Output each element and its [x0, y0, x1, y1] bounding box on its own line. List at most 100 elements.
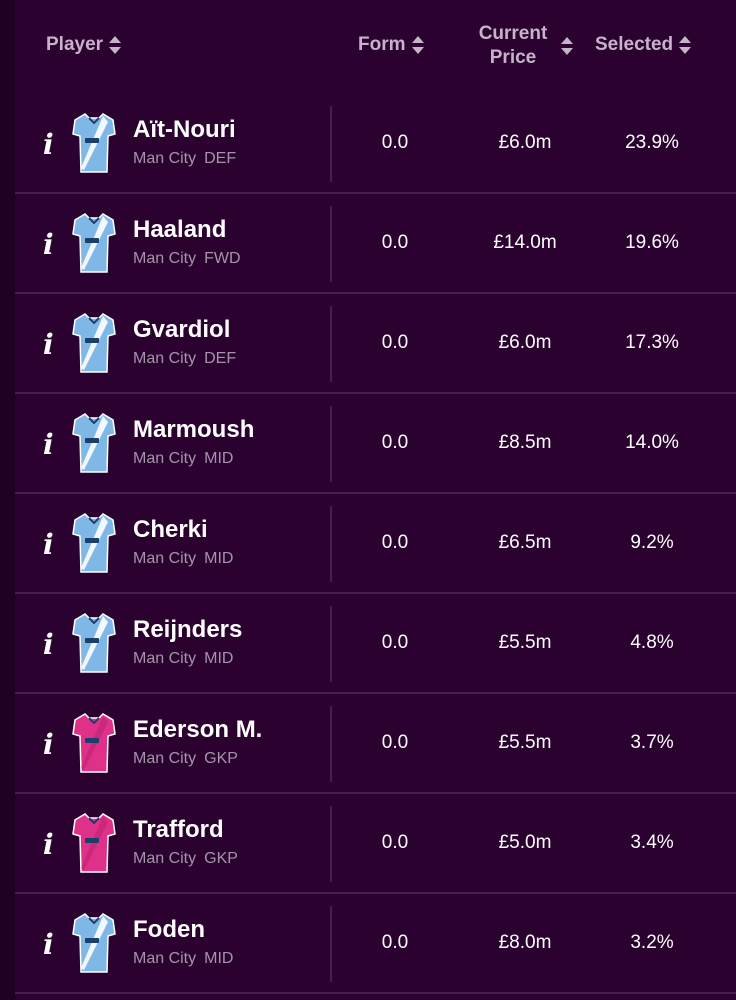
player-name[interactable]: Ederson M.: [133, 716, 263, 743]
player-list: i Aït-Nouri Man City DEF 0.0 £6.0m 23.9% …: [15, 94, 736, 994]
player-price: £5.0m: [498, 832, 552, 853]
player-form: 0.0: [381, 332, 409, 353]
sort-icon: [411, 35, 424, 55]
player-team: Man City: [133, 950, 197, 967]
table-row[interactable]: i Trafford Man City GKP 0.0 £5.0m 3.4%: [15, 794, 736, 894]
player-selected: 3.2%: [630, 932, 674, 953]
goalkeeper-shirt-icon: [72, 713, 116, 773]
shirt-icon: [72, 413, 116, 473]
player-team: Man City: [133, 250, 197, 267]
player-price: £5.5m: [498, 732, 552, 753]
shirt-icon: [72, 913, 116, 973]
column-divider: [330, 206, 332, 282]
player-selected: 19.6%: [625, 232, 679, 253]
player-team: Man City: [133, 850, 197, 867]
shirt-icon: [72, 213, 116, 273]
table-row[interactable]: i Marmoush Man City MID 0.0 £8.5m 14.0%: [15, 394, 736, 494]
table-row[interactable]: i Foden Man City MID 0.0 £8.0m 3.2%: [15, 894, 736, 994]
player-info-icon[interactable]: i: [43, 928, 54, 961]
player-name[interactable]: Foden: [133, 916, 205, 943]
sort-by-form-header[interactable]: Form: [358, 34, 424, 56]
form-header-label: Form: [358, 34, 406, 55]
player-team: Man City: [133, 750, 197, 767]
sort-icon: [109, 35, 122, 55]
player-selected: 17.3%: [625, 332, 679, 353]
table-row[interactable]: i Ederson M. Man City GKP 0.0 £5.5m 3.7%: [15, 694, 736, 794]
player-position: DEF: [204, 150, 237, 167]
player-meta: Man City MID: [133, 550, 233, 568]
player-meta: Man City GKP: [133, 850, 238, 868]
player-form: 0.0: [381, 532, 409, 553]
player-form: 0.0: [381, 132, 409, 153]
player-name[interactable]: Marmoush: [133, 416, 255, 443]
player-name[interactable]: Trafford: [133, 816, 224, 843]
price-header-label: Current Price: [478, 23, 548, 68]
player-meta: Man City DEF: [133, 350, 236, 368]
player-team: Man City: [133, 450, 197, 467]
player-price: £6.0m: [498, 132, 552, 153]
player-meta: Man City FWD: [133, 250, 241, 268]
player-info-icon[interactable]: i: [43, 328, 54, 361]
column-divider: [330, 406, 332, 482]
column-divider: [330, 906, 332, 982]
sort-by-price-header[interactable]: Current Price: [471, 22, 573, 70]
player-price: £14.0m: [493, 232, 557, 253]
table-row[interactable]: i Reijnders Man City MID 0.0 £5.5m 4.8%: [15, 594, 736, 694]
table-row[interactable]: i Cherki Man City MID 0.0 £6.5m 9.2%: [15, 494, 736, 594]
player-position: MID: [204, 950, 234, 967]
column-divider: [330, 706, 332, 782]
player-info-icon[interactable]: i: [43, 528, 54, 561]
table-header: Player Form Current Price Selected: [15, 0, 736, 94]
player-team: Man City: [133, 350, 197, 367]
table-row[interactable]: i Gvardiol Man City DEF 0.0 £6.0m 17.3%: [15, 294, 736, 394]
column-divider: [330, 806, 332, 882]
player-info-icon[interactable]: i: [43, 628, 54, 661]
sort-by-player-header[interactable]: Player: [46, 34, 122, 56]
sort-by-selected-header[interactable]: Selected: [595, 34, 692, 56]
player-info-icon[interactable]: i: [43, 228, 54, 261]
player-name[interactable]: Gvardiol: [133, 316, 231, 343]
player-form: 0.0: [381, 732, 409, 753]
shirt-icon: [72, 113, 116, 173]
player-selected: 9.2%: [630, 532, 674, 553]
player-info-icon[interactable]: i: [43, 828, 54, 861]
player-form: 0.0: [381, 632, 409, 653]
player-meta: Man City MID: [133, 450, 233, 468]
player-name[interactable]: Aït-Nouri: [133, 116, 236, 143]
player-position: MID: [204, 650, 234, 667]
player-position: DEF: [204, 350, 237, 367]
player-position: MID: [204, 450, 234, 467]
player-price: £8.5m: [498, 432, 552, 453]
player-position: MID: [204, 550, 234, 567]
table-row[interactable]: i Haaland Man City FWD 0.0 £14.0m 19.6%: [15, 194, 736, 294]
player-info-icon[interactable]: i: [43, 728, 54, 761]
player-price: £6.0m: [498, 332, 552, 353]
sort-icon: [561, 36, 573, 56]
selected-header-label: Selected: [595, 34, 674, 55]
player-name[interactable]: Cherki: [133, 516, 208, 543]
player-position: FWD: [204, 250, 241, 267]
player-team: Man City: [133, 650, 197, 667]
player-meta: Man City MID: [133, 950, 233, 968]
player-selected: 14.0%: [625, 432, 679, 453]
player-name[interactable]: Haaland: [133, 216, 227, 243]
player-team: Man City: [133, 150, 197, 167]
column-divider: [330, 606, 332, 682]
player-form: 0.0: [381, 832, 409, 853]
sort-icon: [679, 35, 692, 55]
player-info-icon[interactable]: i: [43, 428, 54, 461]
player-selected: 23.9%: [625, 132, 679, 153]
player-price: £5.5m: [498, 632, 552, 653]
player-info-icon[interactable]: i: [43, 128, 54, 161]
player-price: £6.5m: [498, 532, 552, 553]
player-meta: Man City DEF: [133, 150, 236, 168]
player-name[interactable]: Reijnders: [133, 616, 243, 643]
column-divider: [330, 506, 332, 582]
player-header-label: Player: [46, 34, 104, 55]
shirt-icon: [72, 513, 116, 573]
shirt-icon: [72, 613, 116, 673]
player-selected: 3.7%: [630, 732, 674, 753]
player-position: GKP: [204, 750, 238, 767]
table-row[interactable]: i Aït-Nouri Man City DEF 0.0 £6.0m 23.9%: [15, 94, 736, 194]
player-form: 0.0: [381, 232, 409, 253]
